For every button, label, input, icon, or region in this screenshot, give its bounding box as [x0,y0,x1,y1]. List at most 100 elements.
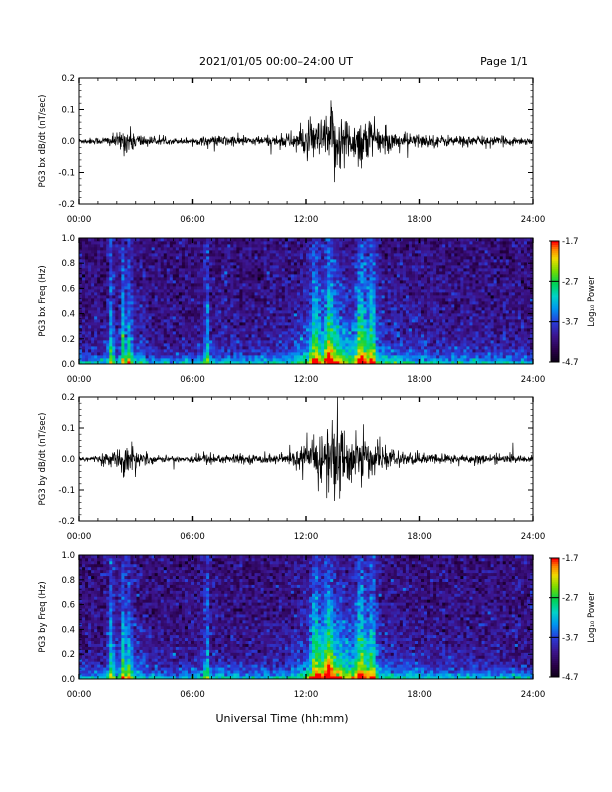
spectrogram-cell [190,307,195,311]
spectrogram-cell [100,352,104,356]
spectrogram-cell [342,241,346,245]
spectrogram-cell [306,259,310,263]
spectrogram-cell [306,271,310,275]
spectrogram-cell [154,280,159,284]
spectrogram-cell [100,286,104,290]
spectrogram-cell [245,271,249,275]
spectrogram-cell [263,265,268,269]
spectrogram-cell [339,298,343,302]
spectrogram-cell [160,352,165,356]
spectrogram-cell [178,328,183,332]
spectrogram-cell [172,295,177,299]
spectrogram-cell [324,283,328,287]
spectrogram-cell [160,355,165,359]
spectrogram-cell [206,358,210,362]
spectrogram-cell [242,331,246,335]
spectrogram-cell [124,334,128,338]
spectrogram-cell [281,262,286,266]
spectrogram-cell [390,301,395,305]
spectrogram-cell [263,328,268,332]
spectrogram-cell [369,256,373,260]
spectrogram-cell [254,319,258,323]
spectrogram-cell [112,319,116,323]
spectrogram-cell [148,319,153,323]
spectrogram-cell [109,277,113,281]
spectrogram-cell [312,292,316,296]
spectrogram-cell [387,283,392,287]
spectrogram-cell [206,328,210,332]
spectrogram-cell [187,283,192,287]
spectrogram-cell [85,325,89,329]
spectrogram-cell [203,256,207,260]
spectrogram-cell [378,355,383,359]
spectrogram-cell [133,259,137,263]
spectrogram-cell [85,349,89,353]
spectrogram-cell [254,262,258,266]
spectrogram-cell [299,358,304,362]
spectrogram-cell [194,310,198,314]
spectrogram-cell [103,289,107,293]
spectrogram-cell [245,286,249,290]
spectrogram-cell [197,358,201,362]
spectrogram-cell [184,304,189,308]
spectrogram-cell [384,277,389,281]
spectrogram-cell [230,340,234,344]
spectrogram-cell [366,322,370,326]
spectrogram-cell [278,283,283,287]
spectrogram-cell [357,298,361,302]
spectrogram-cell [136,256,140,260]
spectrogram-cell [357,301,361,305]
spectrogram-cell [79,268,83,272]
spectrogram-cell [399,361,404,365]
spectrogram-cell [103,310,107,314]
spectrogram-cell [327,256,331,260]
spectrogram-cell [139,328,143,332]
spectrogram-cell [281,298,286,302]
spectrogram-cell [151,325,156,329]
spectrogram-cell [281,247,286,251]
spectrogram-cell [100,259,104,263]
spectrogram-cell [405,349,410,353]
spectrogram-cell [312,349,316,353]
spectrogram-cell [133,265,137,269]
spectrogram-cell [121,343,125,347]
spectrogram-cell [393,331,398,335]
spectrogram-cell [417,262,422,266]
spectrogram-cell [133,352,137,356]
spectrogram-cell [215,244,219,248]
spectrogram-cell [194,298,198,302]
spectrogram-cell [336,259,340,263]
spectrogram-cell [299,307,304,311]
spectrogram-cell [263,280,268,284]
spectrogram-cell [263,322,268,326]
spectrogram-cell [209,277,213,281]
spectrogram-cell [133,331,137,335]
spectrogram-cell [239,322,243,326]
spectrogram-cell [411,310,416,314]
spectrogram-cell [266,319,271,323]
spectrogram-cell [269,250,274,254]
spectrogram-cell [390,319,395,323]
spectrogram-cell [408,280,413,284]
spectrogram-cell [136,244,140,248]
spectrogram-cell [293,340,298,344]
spectrogram-cell [166,283,171,287]
spectrogram-cell [197,337,201,341]
spectrogram-cell [414,274,419,278]
spectrogram-cell [363,247,367,251]
spectrogram-cell [239,271,243,275]
spectrogram-cell [372,244,377,248]
spectrogram-cell [278,325,283,329]
spectrogram-cell [296,238,301,242]
spectrogram-cell [251,307,255,311]
spectrogram-cell [118,277,122,281]
spectrogram-cell [324,340,328,344]
spectrogram-cell [242,289,246,293]
spectrogram-cell [302,268,307,272]
spectrogram-cell [251,319,255,323]
spectrogram-cell [363,289,367,293]
spectrogram-cell [187,325,192,329]
spectrogram-cell [239,259,243,263]
spectrogram-cell [393,319,398,323]
spectrogram-cell [414,256,419,260]
